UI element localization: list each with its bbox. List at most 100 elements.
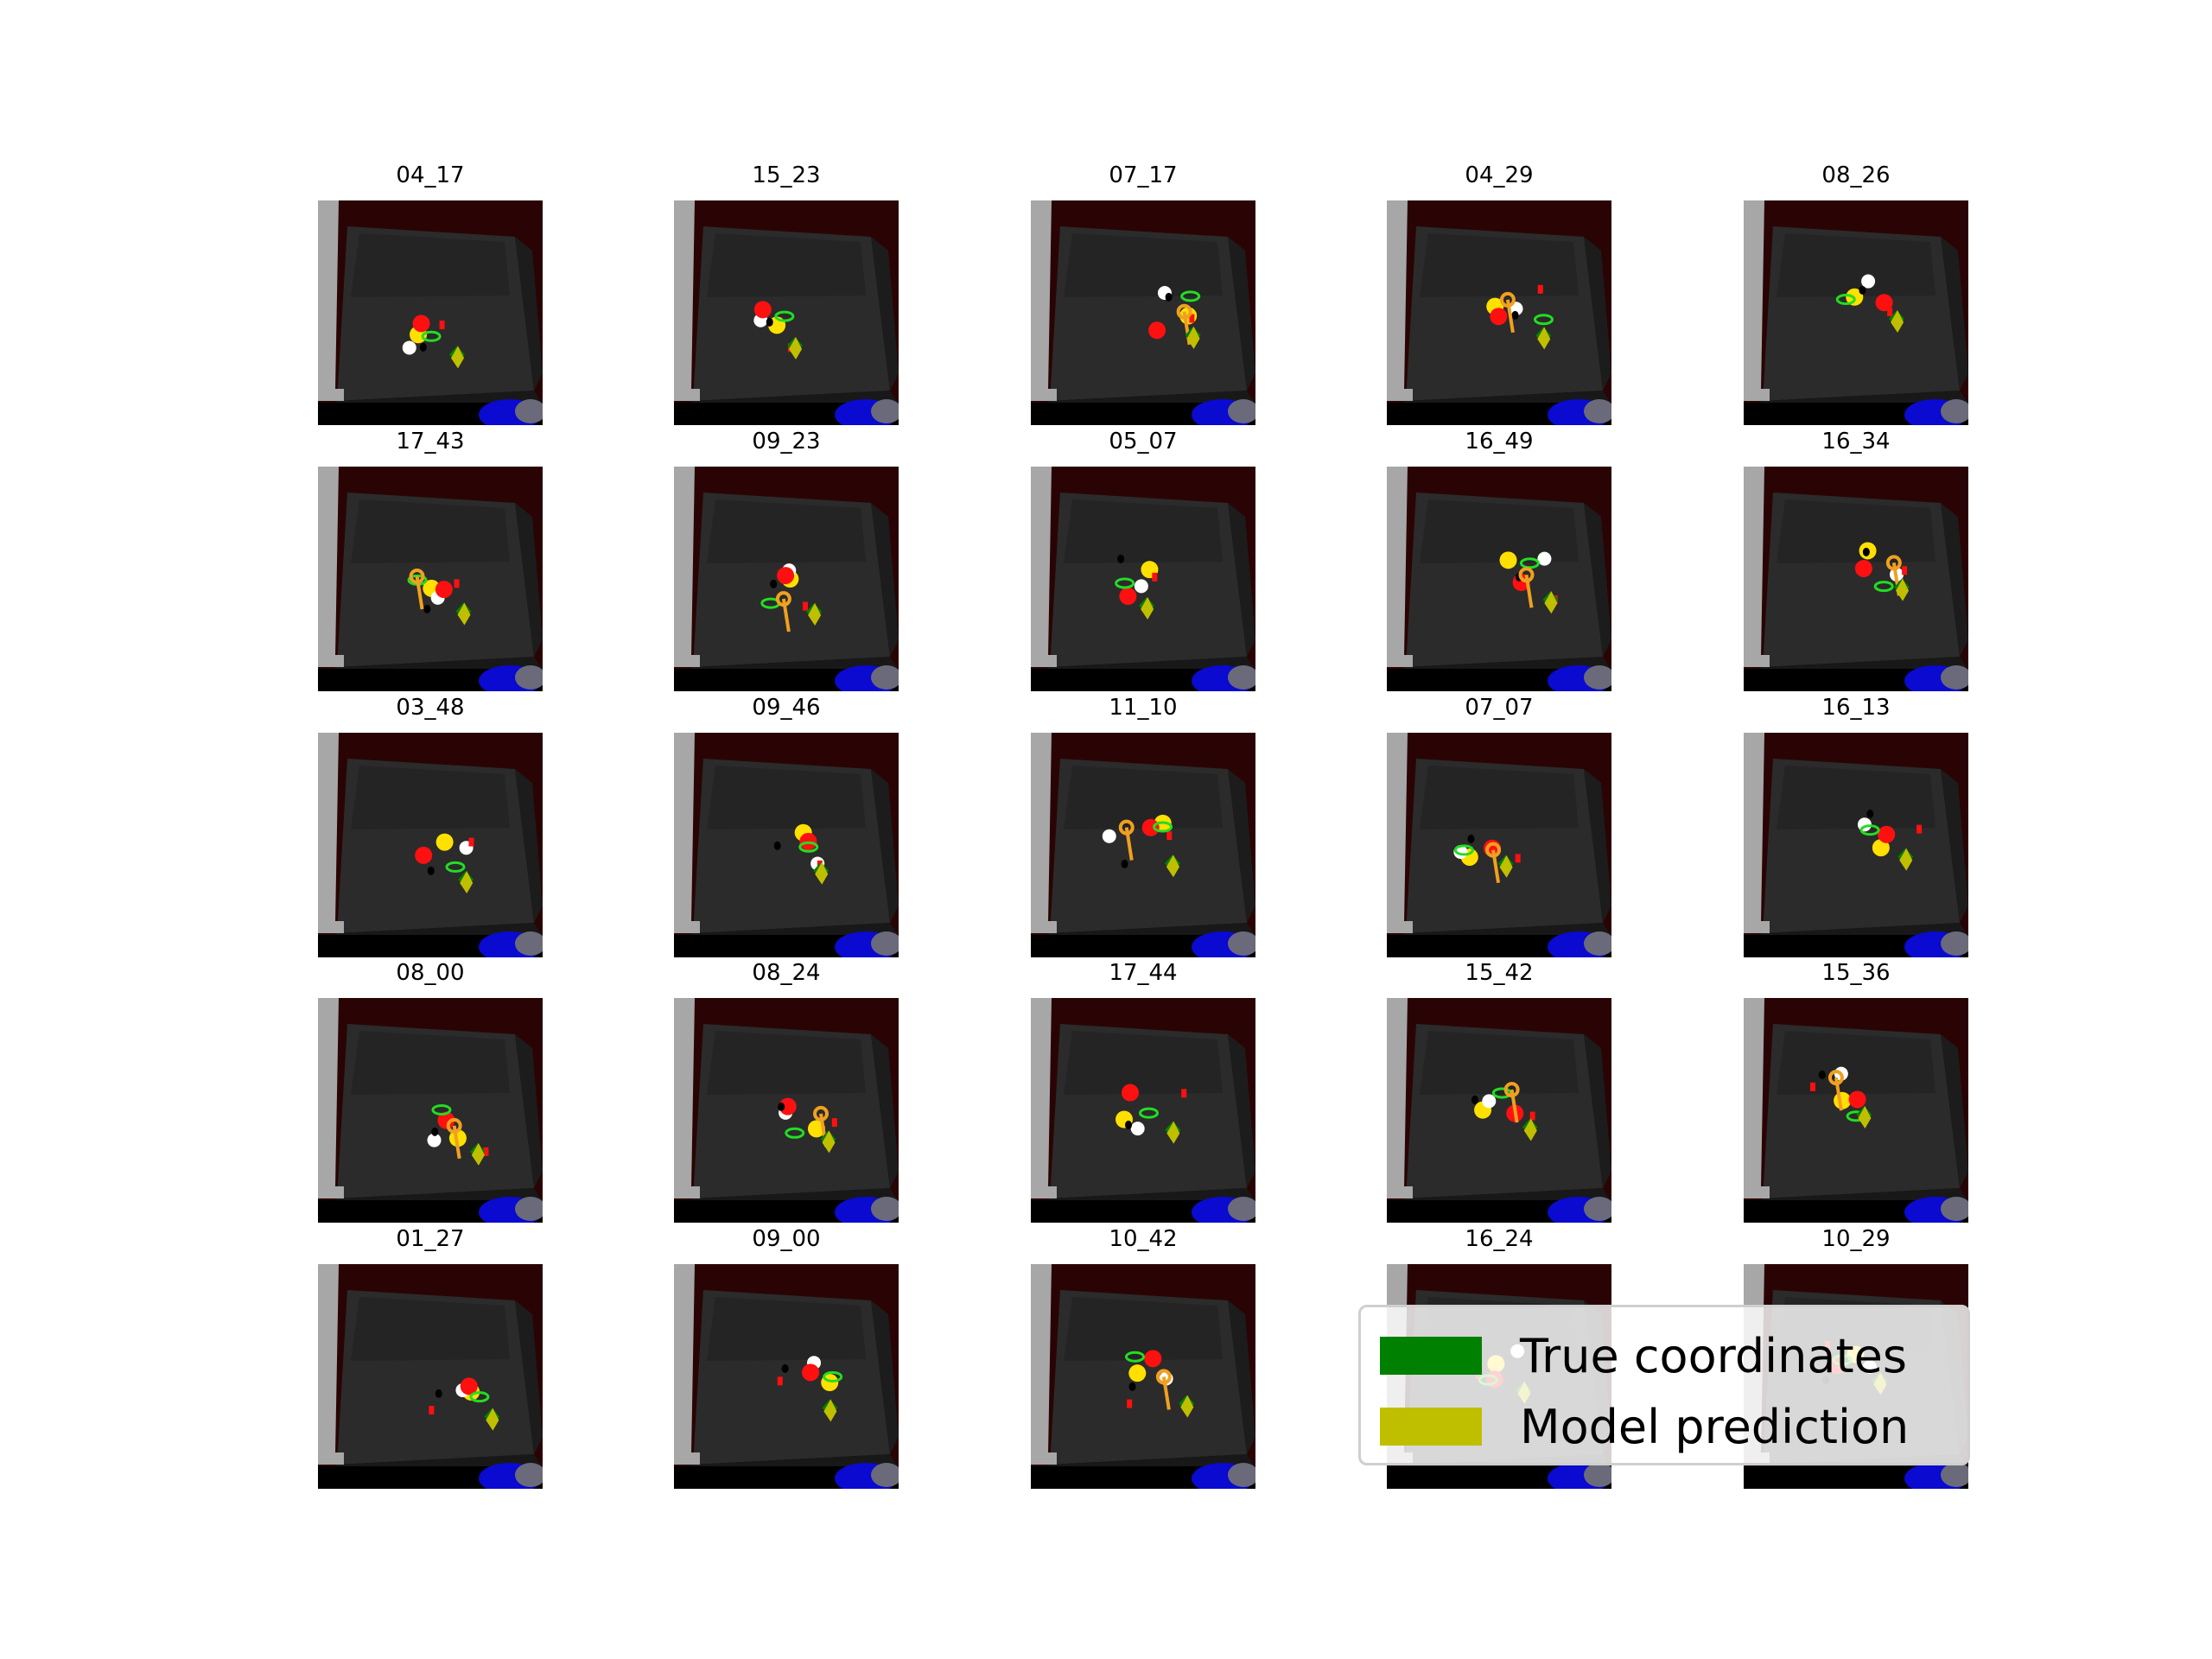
scene-image [1387, 733, 1611, 957]
scene-object [1139, 1107, 1160, 1119]
panel-title: 09_00 [752, 1226, 821, 1252]
scene-object [1127, 1399, 1133, 1408]
scene-object [1859, 285, 1866, 295]
scene-object [1916, 824, 1923, 834]
scene-object [454, 579, 460, 588]
scene-object [431, 1127, 439, 1136]
scene-object [1835, 294, 1856, 306]
legend-entry-true: True coordinates [1380, 1328, 1908, 1383]
scene-object [1148, 321, 1166, 340]
scene-object [1866, 809, 1874, 818]
scene-object [1499, 551, 1517, 569]
scene-object [1180, 290, 1201, 302]
scene-object [1166, 831, 1173, 841]
scene-image [1031, 1264, 1255, 1489]
panel-title: 01_27 [396, 1226, 465, 1252]
scene-object [419, 342, 427, 352]
scene-image [318, 467, 543, 691]
scene-object [435, 1389, 442, 1398]
scene-object [1130, 1122, 1145, 1136]
prediction-marker [1166, 855, 1179, 878]
scene-object [435, 581, 453, 599]
prediction-marker [1896, 578, 1910, 601]
prediction-marker [486, 1408, 499, 1431]
prediction-marker [451, 346, 465, 369]
scene-object [802, 601, 808, 611]
scene-object [778, 1102, 785, 1111]
panel-title: 07_07 [1465, 695, 1534, 721]
prediction-marker [1858, 1106, 1872, 1129]
scene-object [770, 579, 778, 588]
scene-object [431, 1103, 452, 1116]
scene-object [1155, 1369, 1172, 1410]
scene-image [674, 200, 899, 425]
scene-image [1744, 733, 1968, 957]
panel-title: 08_26 [1821, 162, 1891, 188]
scene-object [1887, 308, 1893, 317]
scene-object [427, 866, 435, 875]
panel-title: 15_42 [1465, 960, 1534, 986]
scene-object [460, 1377, 478, 1395]
panel-title: 04_17 [396, 162, 465, 188]
scene-image [1387, 200, 1611, 425]
scene-object [1859, 824, 1880, 836]
prediction-marker [808, 603, 822, 626]
scene-object [1121, 1084, 1139, 1102]
legend-swatch-true [1380, 1337, 1482, 1375]
scene-image [674, 998, 899, 1223]
scene-object [1482, 1094, 1497, 1109]
scene-image [1031, 733, 1255, 957]
scene-object [1499, 291, 1516, 334]
scene-object [1848, 1090, 1866, 1109]
prediction-marker [789, 336, 803, 359]
scene-image [1744, 998, 1968, 1223]
scene-image [674, 733, 899, 957]
scene-object [1467, 834, 1475, 843]
scene-object [1872, 839, 1890, 857]
scene-image [1031, 467, 1255, 691]
panel-title: 16_34 [1821, 429, 1891, 454]
prediction-marker [1186, 326, 1200, 349]
panel-title: 05_07 [1109, 429, 1178, 454]
scene-image [318, 998, 543, 1223]
scene-object [1902, 566, 1908, 575]
legend: True coordinates Model prediction [1358, 1305, 1970, 1465]
scene-object [429, 1406, 435, 1415]
panel-title: 09_23 [752, 429, 821, 454]
prediction-marker [1891, 309, 1904, 333]
scene-object [777, 1376, 783, 1386]
scene-object [435, 833, 454, 851]
scene-object [774, 310, 795, 322]
scene-object [1144, 1350, 1162, 1368]
panel-title: 11_10 [1109, 695, 1178, 721]
scene-object [1119, 588, 1137, 606]
legend-entry-prediction: Model prediction [1380, 1400, 1909, 1454]
prediction-marker [1166, 1121, 1180, 1144]
scene-object [412, 315, 430, 333]
scene-object [1537, 551, 1552, 566]
scene-object [1124, 1351, 1145, 1363]
scene-object [415, 846, 433, 864]
scene-image [674, 1264, 899, 1489]
scene-object [798, 841, 819, 853]
scene-object [1128, 1382, 1136, 1391]
prediction-marker [1537, 327, 1551, 350]
scene-object [1533, 314, 1554, 326]
scene-object [1861, 274, 1876, 289]
prediction-marker [1499, 855, 1513, 878]
scene-object [468, 837, 474, 847]
scene-object [781, 1363, 789, 1373]
scene-object [1529, 1111, 1535, 1121]
scene-object [1485, 842, 1502, 883]
legend-label-true: True coordinates [1520, 1328, 1908, 1383]
scene-object [409, 569, 425, 610]
scene-object [1118, 819, 1135, 861]
panel-title: 04_29 [1465, 162, 1534, 188]
scene-image [674, 467, 899, 691]
prediction-marker [471, 1142, 485, 1166]
prediction-marker [1544, 591, 1558, 614]
panel-title: 10_42 [1109, 1226, 1178, 1252]
scene-object [1471, 1095, 1478, 1104]
prediction-marker [1899, 848, 1913, 871]
